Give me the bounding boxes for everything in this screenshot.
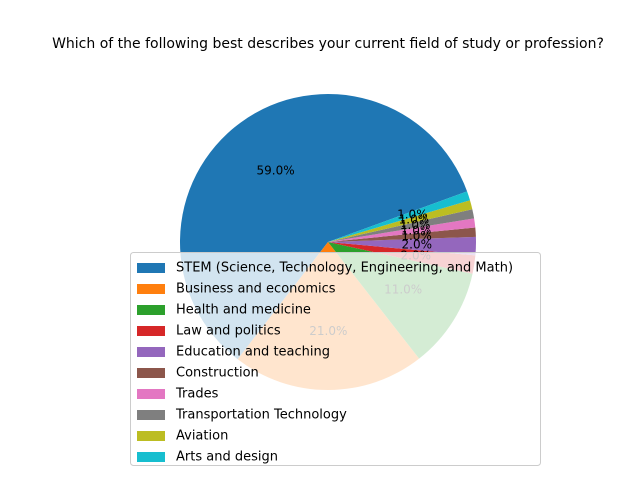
- pie-slice: [328, 227, 476, 242]
- legend-label: STEM (Science, Technology, Engineering, …: [176, 261, 513, 276]
- legend: STEM (Science, Technology, Engineering, …: [130, 252, 541, 466]
- slice-percent-label: 1.0%: [401, 229, 432, 243]
- legend-swatch: [137, 326, 165, 336]
- legend-label: Law and politics: [176, 324, 281, 339]
- legend-label: Business and economics: [176, 282, 336, 297]
- legend-label: Health and medicine: [176, 303, 311, 318]
- pie-slice: [328, 218, 476, 242]
- slice-percent-label: 1.0%: [400, 218, 431, 232]
- legend-swatch: [137, 263, 165, 273]
- legend-label: Arts and design: [176, 450, 278, 465]
- legend-swatch: [137, 452, 165, 462]
- legend-items: STEM (Science, Technology, Engineering, …: [137, 261, 513, 465]
- pie-slice: [328, 191, 470, 242]
- legend-swatch: [137, 431, 165, 441]
- legend-swatch: [137, 347, 165, 357]
- legend-label: Aviation: [176, 429, 228, 444]
- legend-label: Education and teaching: [176, 345, 330, 360]
- legend-label: Construction: [176, 366, 259, 381]
- pie-slice: [328, 200, 473, 242]
- legend-swatch: [137, 305, 165, 315]
- legend-swatch: [137, 410, 165, 420]
- chart-title: Which of the following best describes yo…: [52, 36, 604, 52]
- legend-label: Trades: [175, 387, 219, 402]
- legend-label: Transportation Technology: [175, 408, 347, 423]
- legend-swatch: [137, 284, 165, 294]
- slice-percent-label: 59.0%: [256, 163, 294, 177]
- pie-slice: [328, 209, 475, 242]
- legend-swatch: [137, 389, 165, 399]
- slice-percent-label: 2.0%: [402, 237, 433, 251]
- slice-percent-label: 1.0%: [401, 224, 432, 238]
- slice-percent-label: 1.0%: [397, 207, 428, 221]
- legend-frame: [130, 252, 541, 466]
- pie-slice: [328, 236, 476, 256]
- slice-percent-label: 1.0%: [399, 213, 430, 227]
- legend-swatch: [137, 368, 165, 378]
